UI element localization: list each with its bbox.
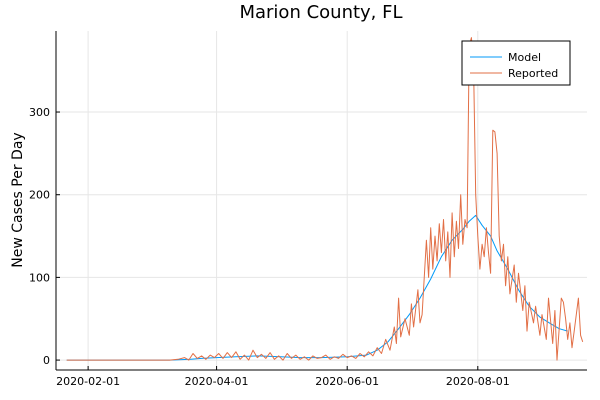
series-line-reported xyxy=(66,37,584,361)
y-tick-label: 200 xyxy=(29,189,50,202)
ticks: 2020-02-01 2020-04-01 2020-06-01 2020-08-01… xyxy=(29,106,510,388)
series-line-model xyxy=(66,214,568,361)
y-tick-label: 300 xyxy=(29,106,50,119)
axes xyxy=(55,31,587,371)
y-tick-label: 0 xyxy=(43,354,50,367)
x-tick-label: 2020-08-01 xyxy=(446,375,510,388)
y-tick-label: 100 xyxy=(29,271,50,284)
x-tick-label: 2020-06-01 xyxy=(315,375,379,388)
legend-label-reported: Reported xyxy=(508,67,558,80)
legend-label-model: Model xyxy=(508,51,541,64)
y-axis-label: New Cases Per Day xyxy=(10,132,26,267)
x-tick-label: 2020-04-01 xyxy=(185,375,249,388)
x-tick-label: 2020-02-01 xyxy=(56,375,120,388)
legend-box xyxy=(461,40,571,86)
legend-items: Model Reported xyxy=(470,51,558,80)
chart-title: Marion County, FL xyxy=(239,2,402,23)
series-lines xyxy=(66,37,584,361)
legend: Model Reported xyxy=(461,40,571,86)
